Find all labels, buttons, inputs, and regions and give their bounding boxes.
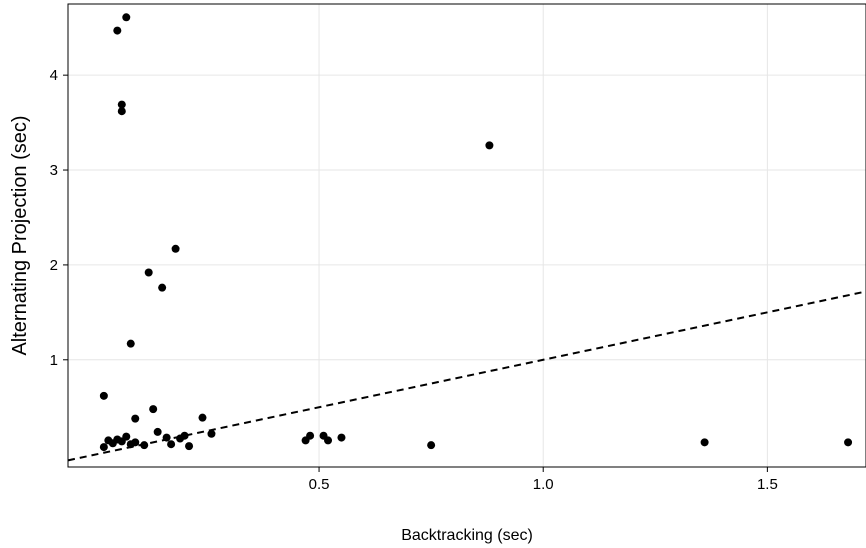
data-point (185, 442, 194, 451)
data-point (306, 431, 315, 440)
data-point (140, 441, 149, 450)
data-point (324, 436, 333, 445)
data-point (171, 244, 180, 253)
y-axis-ticks: 1 2 3 4 (50, 67, 68, 369)
x-tick-label: 1.5 (757, 476, 778, 493)
data-point (158, 283, 167, 292)
data-point (117, 100, 126, 109)
data-point (99, 391, 108, 400)
data-point (207, 429, 216, 438)
y-axis-title: Alternating Projection (sec) (9, 115, 31, 355)
data-point (117, 107, 126, 116)
y-tick-label: 1 (50, 352, 58, 369)
x-tick-label: 0.5 (309, 476, 330, 493)
data-point (485, 141, 494, 150)
data-point (149, 405, 158, 414)
grid-lines (68, 4, 866, 467)
data-point (162, 433, 171, 442)
data-point (131, 414, 140, 423)
data-point (126, 339, 135, 348)
data-point (99, 443, 108, 452)
y-tick-label: 4 (50, 67, 58, 84)
data-point (198, 413, 207, 422)
data-point (113, 26, 122, 35)
data-point (337, 433, 346, 442)
plot-panel-border (67, 3, 866, 468)
data-points (99, 13, 853, 452)
x-axis-title: Backtracking (sec) (401, 527, 533, 544)
data-point (700, 438, 709, 447)
data-point (122, 13, 131, 22)
y-tick-label: 2 (50, 257, 58, 274)
reference-line-dashed (67, 290, 866, 462)
data-point (153, 427, 162, 436)
data-point (844, 438, 853, 447)
y-tick-label: 3 (50, 162, 58, 179)
x-tick-label: 1.0 (533, 476, 554, 493)
data-point (122, 432, 131, 441)
x-axis-ticks: 0.5 1.0 1.5 (309, 467, 778, 493)
data-point (144, 268, 153, 277)
data-point (167, 440, 176, 449)
data-point (427, 441, 436, 450)
data-point (180, 431, 189, 440)
data-point (131, 438, 140, 447)
